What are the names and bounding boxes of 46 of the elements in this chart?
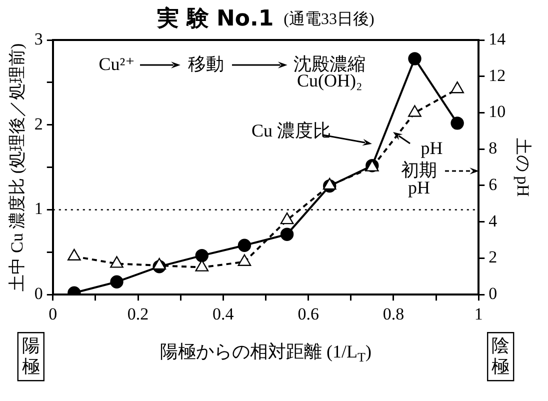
point xyxy=(195,248,208,262)
annotation: 沈殿濃縮 xyxy=(294,54,366,74)
point xyxy=(238,254,252,266)
y-tick-label: 3 xyxy=(34,29,43,48)
x-tick-label: 0.2 xyxy=(127,304,149,324)
text: 陽極 xyxy=(22,335,40,376)
y-tick-label: 0 xyxy=(34,284,43,304)
x-tick-label: 1 xyxy=(474,304,483,324)
annotation: pH xyxy=(420,138,443,158)
y2-tick-label: 4 xyxy=(488,211,498,230)
y-tick-label: 2 xyxy=(34,114,43,134)
point xyxy=(68,248,81,261)
y2-tick-label: 0 xyxy=(488,284,498,304)
y2-tick-label: 14 xyxy=(488,29,506,48)
point xyxy=(110,256,124,268)
y2-tick-label: 2 xyxy=(488,248,498,267)
point xyxy=(408,52,422,66)
y-tick-label: 1 xyxy=(34,199,43,218)
y-axis-title: 土中 Cu 濃度比 (処理後／処理前) xyxy=(8,43,27,292)
annotation: Cu²⁺ xyxy=(98,54,135,74)
x-tick-label: 0.4 xyxy=(212,304,234,324)
annotation: 移動 xyxy=(188,54,224,74)
x-tick-label: 0 xyxy=(48,304,58,324)
point xyxy=(450,116,464,130)
y2-tick-label: 8 xyxy=(488,138,498,158)
y2-tick-label: 10 xyxy=(488,102,506,122)
point xyxy=(280,228,294,241)
annotation: Cu 濃度比 xyxy=(252,120,332,140)
point xyxy=(152,258,166,270)
y2-axis-title: 土の pH xyxy=(513,138,532,197)
annotation: 初期 xyxy=(401,160,437,180)
x-tick-label: 0.8 xyxy=(382,304,404,324)
annotation: pH xyxy=(408,178,430,198)
point xyxy=(238,238,252,252)
point xyxy=(195,260,209,272)
point xyxy=(408,105,422,117)
chart-title: 実 験 No.1 xyxy=(156,6,274,32)
y2-tick-label: 12 xyxy=(488,66,506,85)
point xyxy=(280,212,294,224)
x-tick-label: 0.6 xyxy=(298,304,319,324)
chart-subtitle: (通電33日後) xyxy=(284,10,374,28)
y2-tick-label: 6 xyxy=(488,174,498,194)
point xyxy=(450,82,464,94)
point xyxy=(110,275,124,288)
point xyxy=(322,178,336,190)
text: 陰極 xyxy=(492,335,510,376)
